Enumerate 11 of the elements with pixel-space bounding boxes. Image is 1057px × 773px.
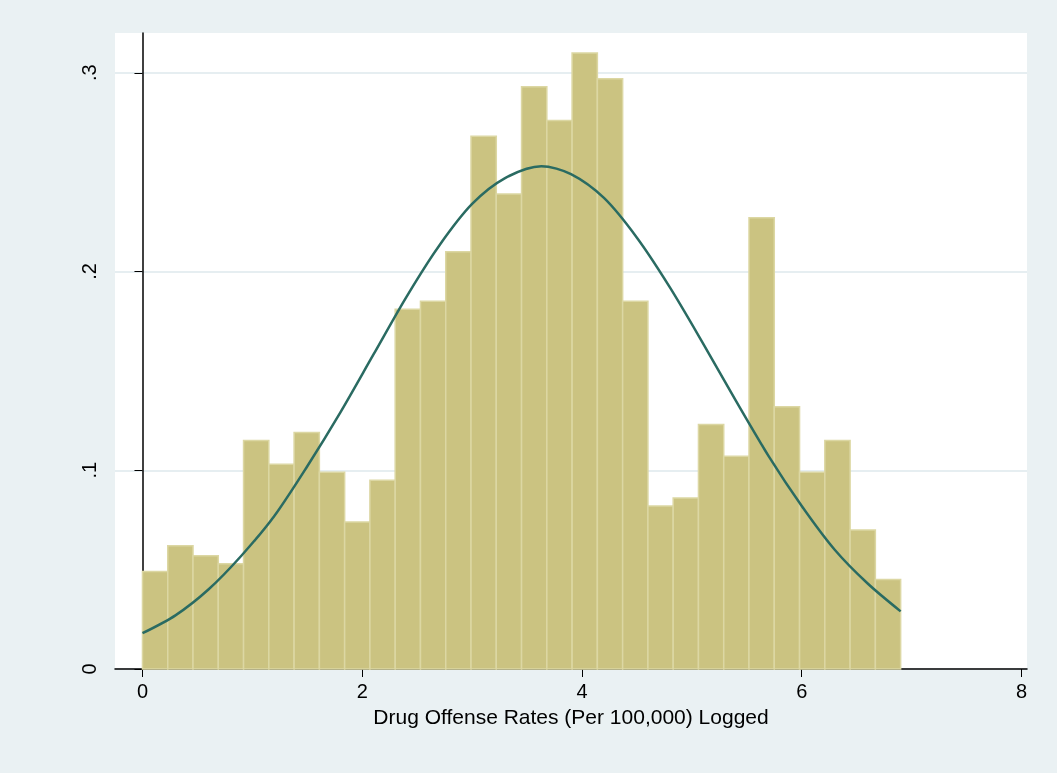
x-tick-label: 8 [1015,680,1028,702]
y-tick-label: .3 [78,64,100,82]
line-series [141,164,902,635]
y-tick-label: 0 [78,663,100,675]
x-tick-label: 6 [796,680,808,702]
x-tick-label: 4 [576,680,588,702]
x-tick-label: 0 [136,680,149,702]
y-tick-label: .2 [78,263,100,280]
x-axis-title: Drug Offense Rates (Per 100,000) Logged [373,704,769,728]
x-tick-label: 2 [356,680,368,702]
y-tick-label: .1 [78,461,100,479]
